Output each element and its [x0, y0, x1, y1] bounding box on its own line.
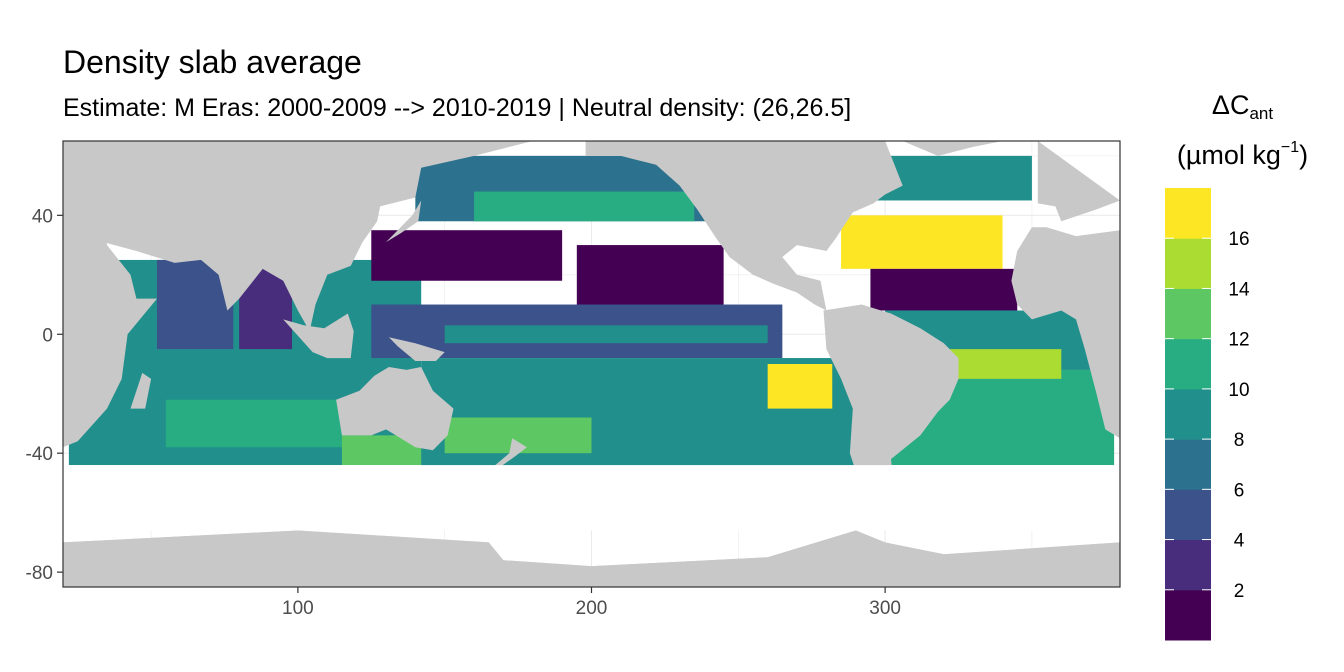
y-tick-label: 0 — [42, 325, 53, 346]
ocean-field-north-pacific-subtropical — [576, 245, 724, 311]
land-australia — [336, 367, 454, 451]
legend-colorbar: 2 4 6 8 10 12 14 16 — [1165, 188, 1250, 641]
legend-swatch — [1165, 489, 1211, 541]
legend-tick-label: 12 — [1228, 330, 1249, 351]
x-tick-label: 200 — [576, 598, 608, 619]
ocean-field-northwest-pacific — [371, 230, 563, 281]
legend-tick-label: 2 — [1234, 581, 1245, 602]
legend-tick-label: 14 — [1228, 279, 1250, 300]
ocean-field-south-indian-subtropical — [165, 399, 357, 448]
land-greenland — [902, 141, 1003, 156]
land-africa-wrap — [1011, 141, 1120, 439]
y-tick-label: 40 — [32, 206, 53, 227]
legend-unit-sup: −1 — [1280, 139, 1300, 156]
land-new-zealand — [491, 438, 527, 471]
legend-unit-prefix: (µmol kg — [1176, 140, 1281, 170]
legend-tick-label: 16 — [1228, 229, 1249, 250]
land-south-america — [823, 304, 959, 501]
legend-title-sub: ant — [1249, 104, 1274, 123]
ocean-field-south-atlantic-central — [943, 349, 1062, 379]
legend-swatch — [1165, 589, 1211, 641]
ocean-field-north-pacific-mid-latitude — [474, 191, 695, 222]
legend-title: ΔCant (µmol kg−1) — [1150, 88, 1335, 172]
land-new-guinea — [388, 337, 445, 361]
legend-unit-suffix: ) — [1299, 140, 1309, 170]
land-eurasia — [92, 141, 533, 332]
ocean-field-south-pacific-eastern — [767, 364, 833, 409]
ocean-field-equatorial-pacific-band — [444, 325, 768, 344]
land-europe-wrap — [1037, 141, 1120, 222]
legend-swatch — [1165, 238, 1211, 289]
land-africa — [63, 141, 157, 448]
legend-swatch — [1165, 288, 1211, 340]
land-north-america — [585, 141, 903, 311]
x-tick-label: 300 — [869, 598, 901, 619]
legend-swatch — [1165, 439, 1211, 490]
land-layer — [63, 141, 1120, 587]
legend-swatch — [1165, 539, 1211, 591]
y-tick-label: -40 — [26, 444, 53, 465]
legend-tick-label: 8 — [1234, 430, 1245, 451]
land-antarctica-top — [63, 530, 1120, 587]
chart-title: Density slab average — [63, 44, 362, 80]
land-borneo-sumatra — [283, 313, 354, 359]
y-tick-label: -80 — [26, 563, 53, 584]
legend-swatch — [1165, 338, 1211, 390]
legend-tick-label: 10 — [1228, 380, 1249, 401]
ocean-field-gulf-stream-region — [841, 215, 1003, 269]
chart-subtitle: Estimate: M Eras: 2000-2009 --> 2010-201… — [63, 94, 852, 122]
ocean-field-north-atlantic-subtropical — [870, 268, 1018, 311]
legend-swatch — [1165, 388, 1211, 440]
land-japan — [386, 200, 422, 243]
legend-tick-label: 6 — [1234, 480, 1245, 501]
x-tick-label: 100 — [282, 598, 314, 619]
land-madagascar — [130, 372, 152, 409]
legend-tick-label: 4 — [1234, 531, 1245, 552]
legend-title-main: ΔC — [1211, 90, 1250, 120]
no-data-band — [63, 465, 1120, 531]
legend-swatch — [1165, 188, 1211, 239]
